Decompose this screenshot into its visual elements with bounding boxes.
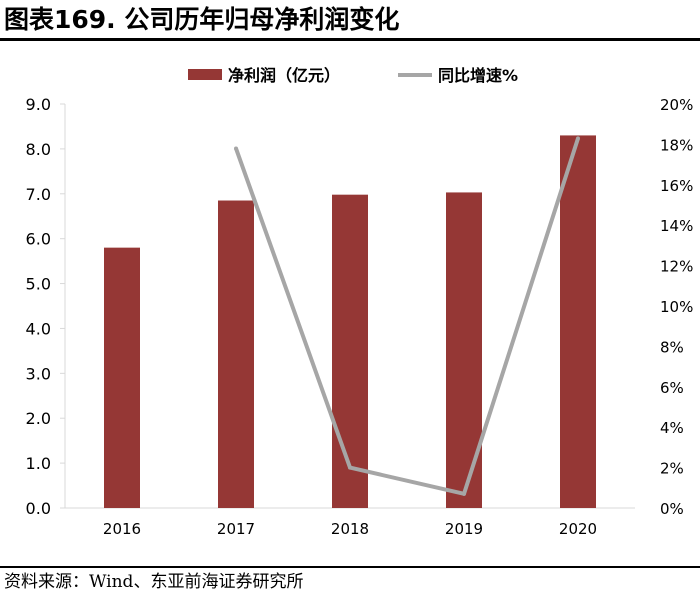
y-right-tick-label: 2% — [660, 460, 684, 478]
y-right-tick-label: 18% — [660, 136, 693, 154]
y-left-tick-label: 5.0 — [26, 275, 51, 294]
y-left-tick-label: 0.0 — [26, 499, 51, 518]
legend-line-label: 同比增速% — [438, 66, 518, 85]
y-left-tick-label: 4.0 — [26, 319, 51, 338]
bar-2020 — [560, 135, 596, 508]
y-left-tick-label: 3.0 — [26, 364, 51, 383]
source-note: 资料来源：Wind、东亚前海证券研究所 — [4, 572, 304, 592]
y-left-tick-label: 2.0 — [26, 409, 51, 428]
y-left-tick-label: 8.0 — [26, 140, 51, 159]
title-rule — [0, 38, 700, 41]
y-right-tick-label: 8% — [660, 338, 684, 356]
x-tick-label: 2020 — [559, 520, 597, 538]
legend-bar-swatch — [188, 69, 222, 80]
x-tick-label: 2018 — [331, 520, 369, 538]
x-tick-label: 2017 — [217, 520, 255, 538]
y-left-tick-label: 6.0 — [26, 230, 51, 249]
y-right-tick-label: 16% — [660, 177, 693, 195]
y-right-tick-label: 4% — [660, 419, 684, 437]
growth-point-2019 — [462, 491, 466, 496]
bar-2017 — [218, 200, 254, 508]
growth-point-2020 — [576, 136, 580, 141]
y-right-tick-label: 20% — [660, 96, 693, 114]
chart-title: 图表169. 公司历年归母净利润变化 — [4, 5, 400, 34]
y-left-tick-label: 9.0 — [26, 95, 51, 114]
y-right-tick-label: 14% — [660, 217, 693, 235]
x-tick-label: 2019 — [445, 520, 483, 538]
legend-bar-label: 净利润（亿元） — [228, 66, 340, 85]
growth-point-2018 — [348, 465, 352, 470]
source-rule — [0, 566, 700, 568]
y-right-tick-label: 10% — [660, 298, 693, 316]
bar-2018 — [332, 194, 368, 509]
bar-2016 — [104, 247, 140, 508]
y-right-tick-label: 0% — [660, 500, 684, 518]
y-right-tick-label: 12% — [660, 258, 693, 276]
y-right-tick-label: 6% — [660, 379, 684, 397]
growth-line — [234, 137, 580, 496]
y-left-tick-label: 7.0 — [26, 185, 51, 204]
growth-point-2017 — [234, 146, 238, 151]
chart-area: 0.0 1.0 2.0 3.0 4.0 5.0 6.0 7.0 8.0 9.0 0% 2% 4% 6% 8%… — [26, 66, 694, 538]
x-tick-label: 2016 — [103, 520, 141, 538]
y-left-tick-label: 1.0 — [26, 454, 51, 473]
